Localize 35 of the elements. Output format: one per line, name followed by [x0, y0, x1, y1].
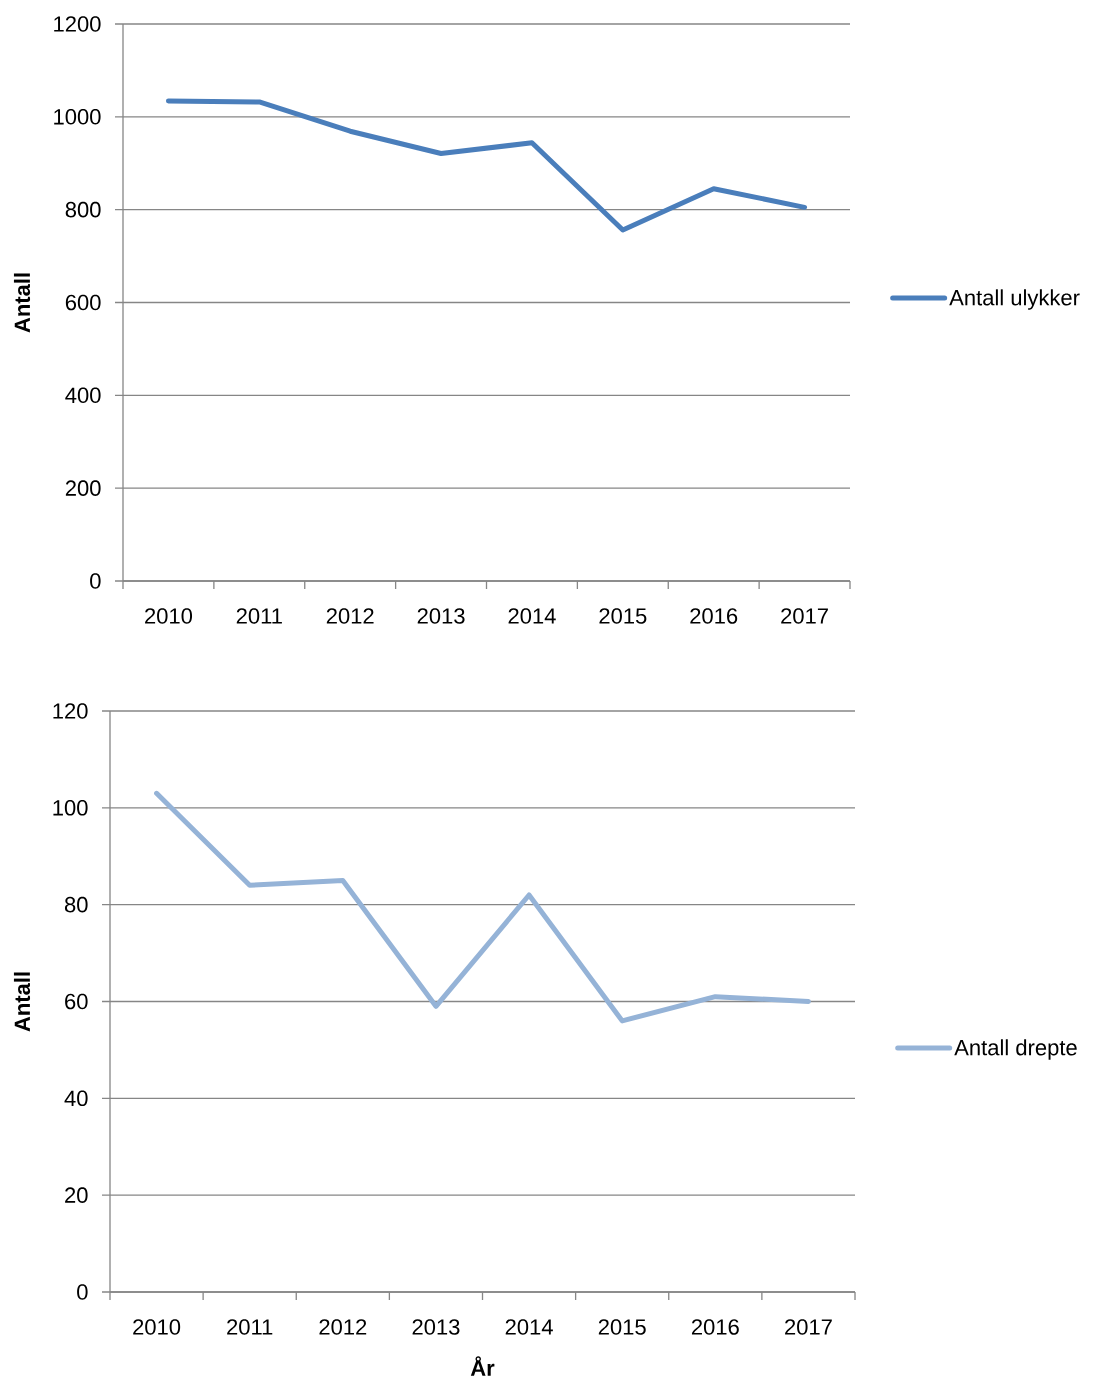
y-tick-label: 0: [77, 1284, 88, 1300]
legend-label: Antall drepte: [954, 1039, 1077, 1060]
y-tick-label: 800: [65, 201, 101, 218]
y-tick-label: 20: [65, 1187, 88, 1203]
x-tick-label: 2015: [599, 608, 647, 624]
x-tick-label: 2012: [319, 1319, 367, 1335]
y-tick-label: 40: [64, 1090, 88, 1107]
x-tick-label: 2016: [690, 608, 738, 624]
x-tick-label: 2011: [236, 608, 282, 624]
x-tick-label: 2014: [508, 608, 556, 624]
x-tick-label: 2014: [505, 1319, 553, 1335]
x-tick-label: 2012: [326, 608, 374, 624]
x-tick-label: 2017: [785, 1319, 832, 1335]
x-tick-label: 2017: [781, 608, 828, 624]
x-tick-label: 2013: [412, 1319, 460, 1335]
y-axis-title: Antall: [13, 972, 31, 1032]
y-tick-label: 1200: [54, 16, 101, 32]
y-tick-label: 1000: [54, 109, 101, 125]
y-tick-label: 0: [90, 573, 101, 589]
y-tick-label: 100: [53, 800, 88, 816]
y-axis-title: Antall: [13, 273, 31, 333]
x-tick-label: 2013: [417, 608, 465, 624]
x-tick-label: 2016: [691, 1319, 739, 1335]
legend-label: Antall ulykker: [949, 289, 1080, 310]
y-tick-label: 120: [53, 703, 88, 719]
y-tick-label: 400: [65, 387, 101, 404]
y-tick-label: 60: [65, 993, 88, 1010]
x-tick-label: 2011: [227, 1319, 273, 1335]
x-tick-label: 2010: [133, 1319, 181, 1335]
x-tick-label: 2015: [598, 1319, 646, 1335]
y-tick-label: 80: [64, 896, 88, 913]
y-tick-label: 600: [65, 294, 101, 311]
y-tick-label: 200: [65, 480, 101, 496]
x-tick-label: 2010: [145, 608, 193, 624]
x-axis-title: År: [470, 1356, 495, 1376]
